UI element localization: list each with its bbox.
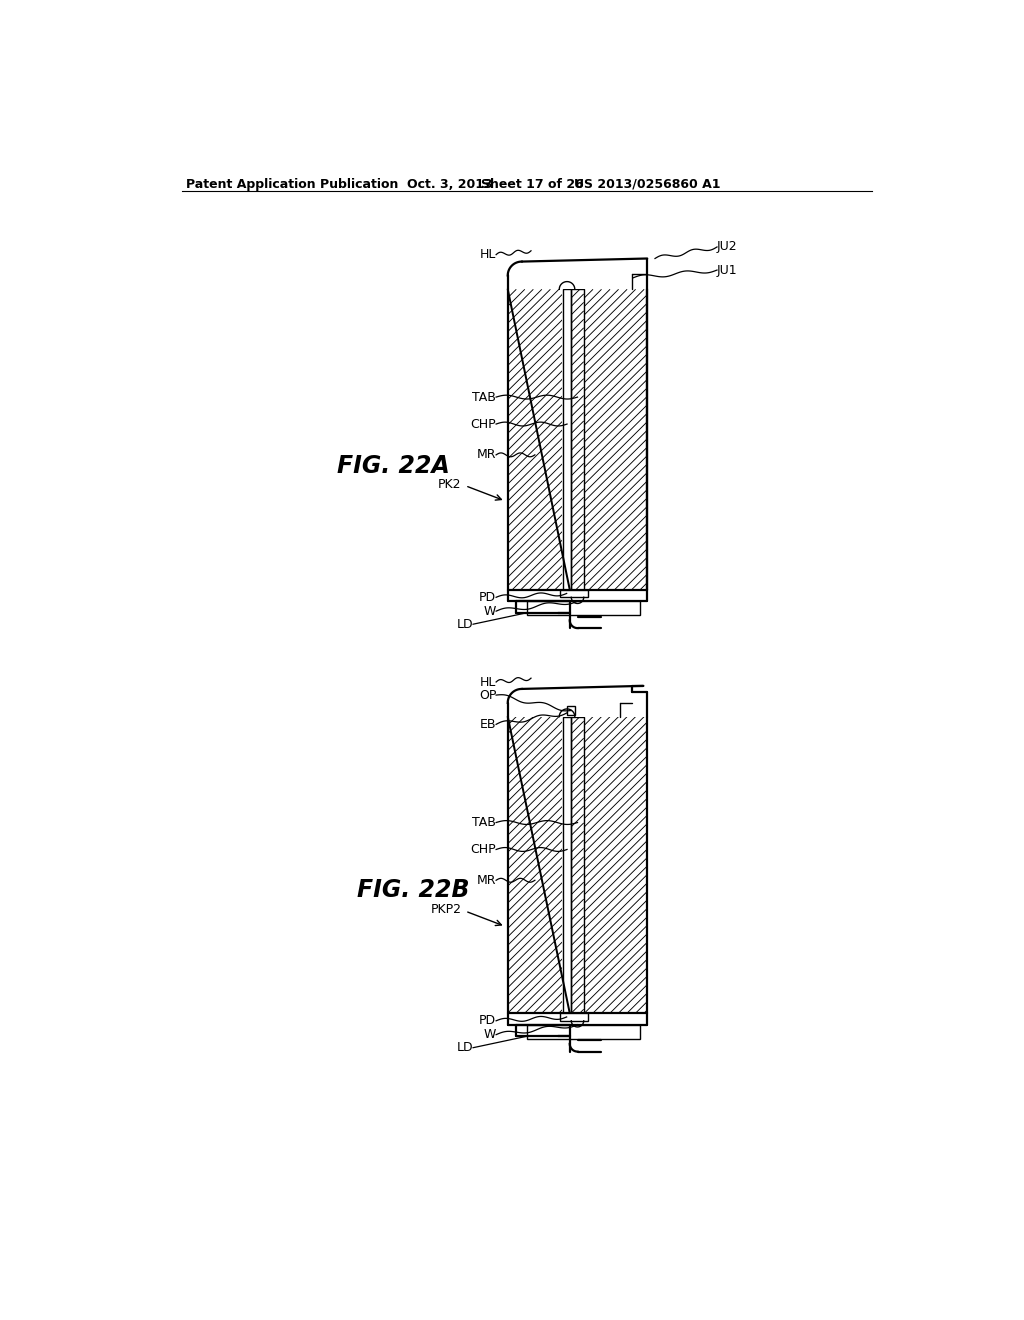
Text: JU1: JU1 (717, 264, 737, 277)
Bar (508, 289, 647, 590)
Text: MR: MR (476, 874, 496, 887)
Text: JU2: JU2 (717, 240, 737, 253)
Bar (508, 717, 647, 1014)
Text: OP: OP (479, 689, 496, 702)
Text: W: W (483, 605, 496, 618)
Bar (563, 717, 571, 1014)
Text: HL: HL (480, 676, 496, 689)
Bar (560, 590, 588, 598)
Text: LD: LD (457, 1041, 473, 1055)
Text: PD: PD (479, 591, 496, 603)
Bar (527, 601, 640, 615)
Text: MR: MR (476, 449, 496, 462)
Bar (567, 706, 575, 715)
Bar (562, 718, 572, 1012)
Text: PKP2: PKP2 (430, 903, 461, 916)
Bar (570, 290, 585, 589)
Bar (508, 1020, 647, 1044)
Bar (571, 717, 584, 1014)
Text: CHP: CHP (470, 417, 496, 430)
Text: PK2: PK2 (437, 478, 461, 491)
Bar (508, 597, 647, 620)
Text: Sheet 17 of 26: Sheet 17 of 26 (480, 178, 584, 190)
Bar (562, 290, 572, 589)
Text: PD: PD (479, 1014, 496, 1027)
Bar (563, 289, 571, 590)
Bar (560, 1014, 588, 1020)
Bar (571, 289, 584, 590)
Bar (508, 686, 647, 717)
Text: FIG. 22A: FIG. 22A (337, 454, 450, 478)
Text: Patent Application Publication: Patent Application Publication (186, 178, 398, 190)
Bar (527, 1024, 640, 1039)
Text: TAB: TAB (472, 391, 496, 404)
Bar (508, 259, 647, 289)
Text: US 2013/0256860 A1: US 2013/0256860 A1 (573, 178, 720, 190)
Text: CHP: CHP (470, 843, 496, 855)
Text: HL: HL (480, 248, 496, 261)
Text: LD: LD (457, 618, 473, 631)
Text: EB: EB (479, 718, 496, 731)
Text: FIG. 22B: FIG. 22B (356, 878, 469, 902)
Text: Oct. 3, 2013: Oct. 3, 2013 (407, 178, 493, 190)
Text: W: W (483, 1028, 496, 1041)
Text: TAB: TAB (472, 816, 496, 829)
Bar (570, 718, 585, 1012)
